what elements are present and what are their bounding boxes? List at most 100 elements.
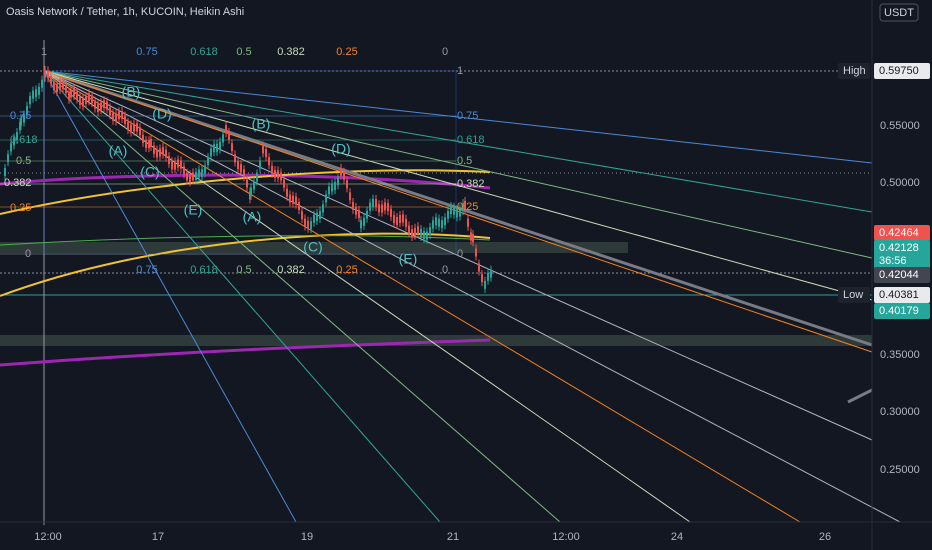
candle bbox=[289, 194, 291, 203]
fib-label: 0.25 bbox=[336, 46, 357, 58]
candle bbox=[478, 263, 480, 272]
candle bbox=[310, 221, 312, 230]
candle bbox=[328, 186, 330, 195]
price-tag-bg bbox=[874, 225, 930, 241]
fib-label: 0.382 bbox=[277, 46, 305, 58]
wave-label: (C) bbox=[140, 164, 159, 180]
candle bbox=[136, 123, 138, 132]
price-tick: 0.30000 bbox=[880, 406, 920, 418]
candle bbox=[222, 134, 224, 143]
candle bbox=[20, 118, 22, 127]
candle bbox=[168, 156, 170, 165]
fan-line bbox=[43, 70, 441, 523]
candle bbox=[4, 167, 6, 176]
fib-label: 0.382 bbox=[457, 178, 485, 190]
wave-label: (C) bbox=[303, 239, 322, 255]
candle bbox=[453, 206, 455, 215]
price-tick: 0.55000 bbox=[880, 120, 920, 132]
candle bbox=[393, 215, 395, 224]
candle bbox=[13, 137, 15, 146]
wave-label: (E) bbox=[184, 202, 203, 218]
fib-label: 0.25 bbox=[336, 264, 357, 276]
fib-label: 0.25 bbox=[457, 201, 478, 213]
candle bbox=[381, 204, 383, 213]
candle bbox=[32, 90, 34, 99]
candle bbox=[286, 188, 288, 197]
candle bbox=[59, 82, 61, 91]
candle bbox=[106, 101, 108, 110]
candle bbox=[165, 149, 167, 158]
candle bbox=[44, 69, 46, 78]
candle bbox=[432, 220, 434, 229]
candle bbox=[73, 88, 75, 97]
fib-label: 0.25 bbox=[10, 202, 31, 214]
candle bbox=[10, 143, 12, 152]
candle bbox=[277, 170, 279, 179]
trend-line bbox=[847, 388, 873, 404]
candle bbox=[97, 103, 99, 112]
time-tick: 24 bbox=[671, 531, 683, 543]
candle bbox=[219, 141, 221, 150]
candle bbox=[246, 179, 248, 188]
candle bbox=[481, 274, 483, 283]
candle bbox=[35, 89, 37, 98]
candle bbox=[487, 272, 489, 281]
candle bbox=[438, 218, 440, 227]
drawings bbox=[0, 40, 901, 525]
candle bbox=[484, 280, 486, 289]
time-tick: 26 bbox=[819, 531, 831, 543]
price-tick: 0.35000 bbox=[880, 349, 920, 361]
candle bbox=[213, 144, 215, 153]
fib-label: 0.618 bbox=[190, 46, 218, 58]
candle bbox=[366, 210, 368, 219]
candle bbox=[210, 148, 212, 157]
candle bbox=[234, 154, 236, 163]
candle bbox=[94, 100, 96, 109]
candle bbox=[76, 91, 78, 100]
candle bbox=[207, 156, 209, 165]
candle bbox=[91, 95, 93, 104]
candle bbox=[423, 231, 425, 240]
price-tick: 0.50000 bbox=[880, 177, 920, 189]
price-tag: 0.42128 bbox=[879, 242, 919, 254]
candle bbox=[414, 227, 416, 236]
candle bbox=[171, 161, 173, 170]
candle bbox=[316, 212, 318, 221]
low-label-bg bbox=[838, 287, 870, 303]
fib-label: 0.5 bbox=[457, 155, 472, 167]
candle bbox=[408, 225, 410, 234]
candle bbox=[127, 122, 129, 131]
candle bbox=[250, 187, 252, 196]
candle bbox=[319, 210, 321, 219]
price-tag: 0.42464 bbox=[879, 227, 919, 239]
candle bbox=[322, 204, 324, 213]
candle bbox=[195, 172, 197, 181]
candle bbox=[262, 145, 264, 154]
currency-button[interactable] bbox=[879, 3, 919, 22]
fib-label: 1 bbox=[457, 65, 463, 77]
candle bbox=[411, 229, 413, 238]
fib-label: 0.5 bbox=[236, 46, 251, 58]
candle bbox=[177, 159, 179, 168]
candle bbox=[259, 160, 261, 169]
candle bbox=[23, 114, 25, 123]
wave-label: (A) bbox=[243, 209, 262, 225]
candle bbox=[231, 143, 233, 152]
time-tick: 19 bbox=[301, 531, 313, 543]
fan-line bbox=[43, 70, 873, 213]
candle bbox=[268, 157, 270, 166]
candle bbox=[139, 127, 141, 136]
candle bbox=[271, 165, 273, 174]
wave-label: (A) bbox=[109, 143, 128, 159]
candle bbox=[133, 123, 135, 132]
wave-label: (D) bbox=[331, 141, 350, 157]
candle bbox=[53, 81, 55, 90]
candle bbox=[301, 211, 303, 220]
high-price-bg bbox=[874, 63, 930, 79]
price-tag-bg bbox=[874, 240, 930, 256]
currency[interactable]: USDT bbox=[884, 7, 914, 19]
candle bbox=[56, 84, 58, 93]
fib-label: 0.382 bbox=[4, 177, 32, 189]
wave-label: (D) bbox=[152, 106, 171, 122]
fan-line bbox=[43, 70, 873, 441]
